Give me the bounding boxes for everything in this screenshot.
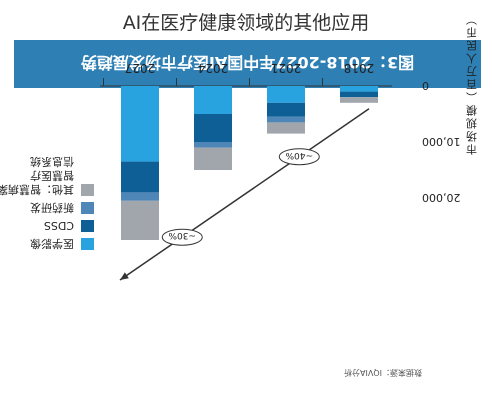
legend-label: 信息系统 xyxy=(30,155,74,169)
bar-segment xyxy=(194,142,232,148)
legend-label: 医学影像 xyxy=(30,237,74,251)
trend-arrow-line xyxy=(119,108,370,281)
bar-segment xyxy=(194,86,232,114)
bar-segment xyxy=(340,97,378,103)
bar-segment xyxy=(121,86,159,162)
bar-segment xyxy=(267,122,305,134)
legend-swatch xyxy=(81,202,94,214)
bar-segment xyxy=(340,91,378,98)
y-axis-title: 市场规模（百万人民币） xyxy=(466,12,479,156)
overlay-title: AI在医疗健康领域的其他应用 xyxy=(122,12,370,34)
chart-banner: 图3：2018-2027年中国AI医疗市场发展趋势 xyxy=(14,40,481,88)
growth-annotation-badge xyxy=(278,148,320,166)
bar-segment xyxy=(194,114,232,142)
bar-segment xyxy=(121,161,159,193)
y-axis-label: 市场规模（百万人民币） xyxy=(466,12,479,156)
bar-segment xyxy=(121,200,159,240)
legend-label: CDSS xyxy=(44,219,74,232)
y-tick-label: 0 xyxy=(422,79,429,92)
growth-annotation-label: ~40% xyxy=(285,150,313,160)
bar-segment xyxy=(340,86,378,92)
y-tick-label: 10,000 xyxy=(422,135,461,148)
y-tick-label: 20,000 xyxy=(422,191,461,204)
x-tick-label: 2018 xyxy=(344,61,375,75)
bar-segment xyxy=(267,116,305,123)
legend-swatch xyxy=(81,220,94,232)
growth-annotation-label: ~30% xyxy=(168,230,196,240)
bar-segment xyxy=(194,147,232,170)
bar-segment xyxy=(267,86,305,103)
plot-area: 0 10,000 20,000 2018 2021 2024 2027 ~40% ~30% xyxy=(100,61,461,281)
bar-segment xyxy=(267,102,305,117)
x-tick-label: 2024 xyxy=(198,61,229,75)
legend-swatch xyxy=(81,238,94,250)
legend-swatch xyxy=(81,184,94,196)
x-tick-label: 2021 xyxy=(271,61,302,75)
legend-label: 其他：智慧病案 xyxy=(0,183,74,197)
bar-segment xyxy=(121,192,159,201)
x-tick-label: 2027 xyxy=(125,61,156,75)
trend-arrow-head xyxy=(120,272,129,280)
source-text: 数据来源：IQVIA分析 xyxy=(344,368,422,378)
growth-annotation-badge xyxy=(161,228,203,246)
legend-label: 智慧医疗 xyxy=(30,169,74,183)
legend-label: 新药研发 xyxy=(30,201,74,215)
